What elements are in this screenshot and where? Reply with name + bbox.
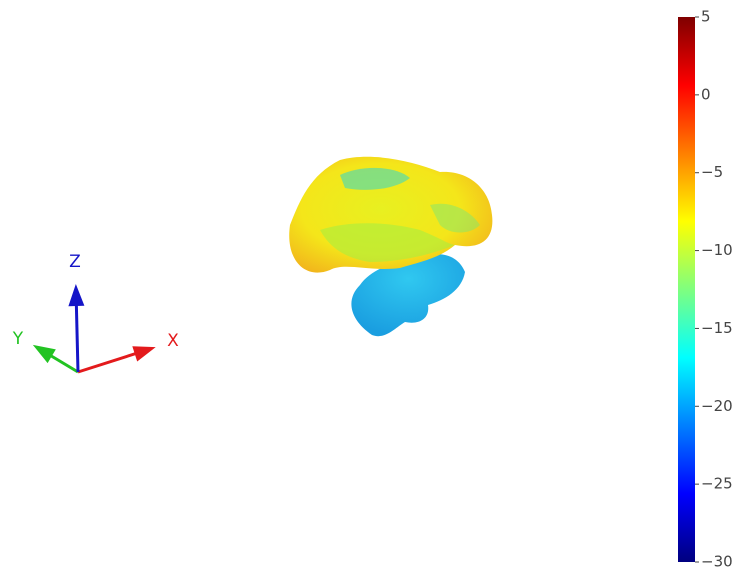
colorbar-tick-label: −25	[701, 475, 733, 493]
axis-label: Z	[69, 252, 81, 272]
colorbar-tick-label: −5	[701, 163, 723, 181]
colorbar-tick-label: −20	[701, 397, 733, 415]
surface	[289, 156, 493, 337]
colorbar-tick-label: 0	[701, 85, 711, 103]
colorbar-tick-label: −15	[701, 319, 733, 337]
arrow-head	[68, 284, 85, 307]
colorbar	[678, 17, 695, 562]
colorbar-tick-label: 5	[701, 8, 711, 26]
colorbar-tick-label: −30	[701, 553, 733, 571]
axis-label: X	[167, 331, 179, 351]
axis-triad: X Y Z	[12, 252, 179, 374]
axis-label: Y	[12, 329, 24, 349]
colorbar-tick-label: −10	[701, 241, 733, 259]
arrow-head	[132, 346, 156, 362]
arrow-head	[32, 344, 56, 364]
